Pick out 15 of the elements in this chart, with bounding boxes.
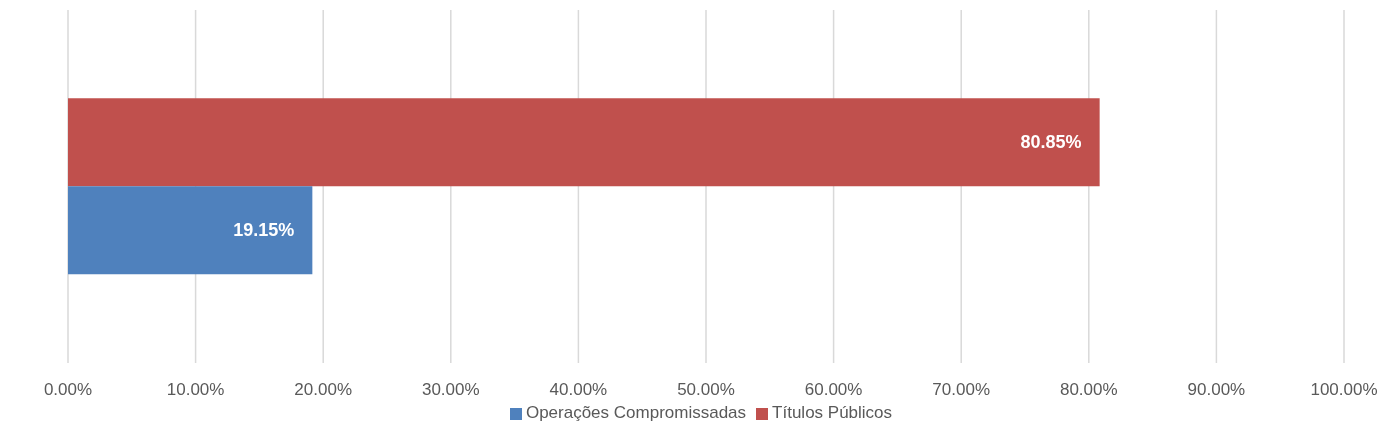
x-tick-label: 40.00% [549,380,608,400]
x-tick-label: 50.00% [677,380,735,400]
x-tick-label: 90.00% [1187,380,1246,400]
x-tick-label: 10.00% [166,380,225,400]
legend-label: Operações Compromissadas [525,403,747,422]
legend-label: Títulos Públicos [772,403,893,422]
x-tick-label: 0.00% [43,380,93,400]
x-tick-label: 100.00% [1310,380,1378,400]
x-tick-label: 80.00% [1059,380,1118,400]
data-label: 80.85% [1020,132,1082,153]
x-tick-label: 60.00% [804,380,863,400]
x-tick-label: 30.00% [421,380,480,400]
data-label: 19.15% [233,220,295,241]
x-tick-label: 20.00% [294,380,353,400]
x-tick-label: 70.00% [932,380,991,400]
